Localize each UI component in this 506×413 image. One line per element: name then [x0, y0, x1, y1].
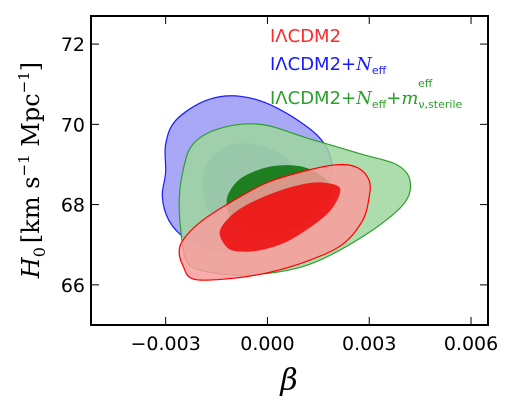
legend-entry-ilcdm2-neff: IΛCDM2+Neff: [270, 54, 387, 77]
x-axis-label: β: [279, 363, 297, 398]
contour-layer: [161, 95, 412, 281]
legend-entry-ilcdm2-main: IΛCDM2: [270, 26, 341, 47]
y-tick-label: 72: [61, 34, 85, 56]
y-axis-label: H0[km s−1 Mpc−1]: [15, 62, 49, 279]
legend-entry-ilcdm2-neff-sub: eff: [372, 64, 387, 77]
y-axis-label-exp1: −1: [15, 154, 33, 176]
legend-entry-3-sym2: m: [401, 88, 418, 109]
legend-entry-3-sup2: eff: [418, 77, 433, 90]
legend-entry-3-sub: eff: [372, 98, 387, 111]
y-axis-label-symbol: H: [17, 256, 45, 279]
legend-entry-3-plus: +: [386, 88, 401, 109]
x-tick-label: 0.000: [240, 333, 294, 355]
plot-frame: [90, 15, 489, 326]
legend-entry-ilcdm2: IΛCDM2: [270, 26, 341, 47]
y-axis-label-unit-mid: Mpc: [17, 93, 45, 154]
axis-ticks: −0.003 0.000 0.003 0.006 66 68 70 72: [61, 16, 498, 355]
x-tick-label: 0.003: [342, 333, 396, 355]
y-tick-label: 70: [61, 114, 85, 136]
x-tick-label: −0.003: [130, 333, 200, 355]
legend-entry-ilcdm2-neff-main: IΛCDM2+: [270, 54, 356, 75]
contour-68-ilcdm2: [219, 182, 341, 252]
y-axis-label-sub: 0: [30, 247, 49, 257]
legend-entry-ilcdm2-neff-msterile: IΛCDM2+Neff+mν,sterile: [270, 88, 462, 111]
legend: IΛCDM2 IΛCDM2+Neff IΛCDM2+Neff+mν,steril…: [270, 26, 462, 111]
x-tick-label: 0.006: [444, 333, 498, 355]
y-axis-label-exp2: −1: [15, 71, 33, 93]
y-axis-label-unit-prefix: [km s: [17, 176, 45, 243]
legend-entry-3-main: IΛCDM2+: [270, 88, 356, 109]
y-tick-label: 66: [61, 275, 85, 297]
legend-entry-3-sub2: ν,sterile: [418, 98, 462, 111]
legend-entry-ilcdm2-neff-sym: N: [355, 54, 373, 75]
y-tick-label: 68: [61, 195, 85, 217]
y-axis-label-unit-suffix: ]: [17, 62, 45, 71]
legend-entry-3-sym: N: [355, 88, 373, 109]
